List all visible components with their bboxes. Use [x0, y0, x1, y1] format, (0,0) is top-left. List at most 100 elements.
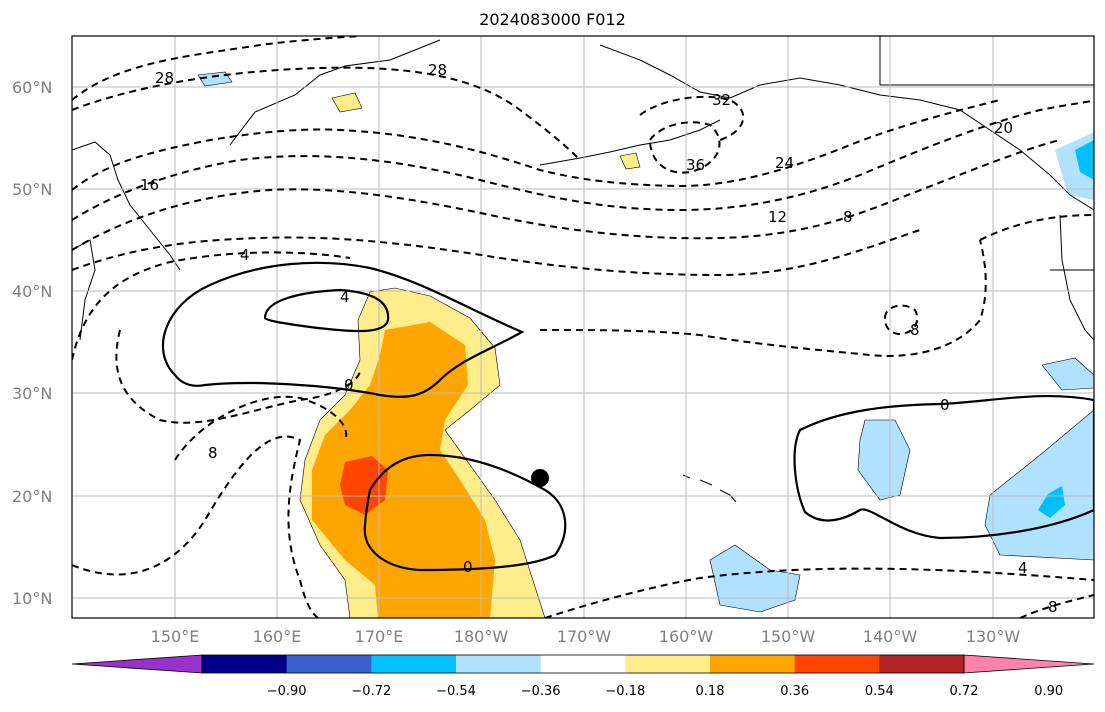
contour-zero-east: [793, 394, 1094, 540]
colorbar-label: 0.36: [780, 684, 809, 699]
contour-4-south: [544, 567, 1094, 618]
contour-label: 8: [1048, 598, 1058, 616]
colorbar-swatch: [286, 655, 372, 673]
contour-zero-central: [363, 453, 567, 572]
contour-28a: [72, 36, 361, 101]
shade-blue-ne: [1075, 140, 1094, 180]
lat-tick: 40°N: [12, 282, 52, 301]
contour-label: 0: [463, 558, 473, 576]
lat-tick: 20°N: [12, 487, 52, 506]
contour-36: [648, 121, 721, 174]
lon-tick: 160°E: [253, 627, 302, 646]
lon-tick: 170°E: [355, 627, 404, 646]
latitude-labels: 60°N 50°N 40°N 30°N 20°N 10°N: [12, 78, 52, 608]
contour-label: 8: [843, 208, 853, 226]
contour-8-small: [883, 304, 919, 336]
colorbar-label: 0.54: [865, 684, 894, 699]
colorbar-label: 0.18: [696, 684, 725, 699]
shade-blue-east: [1038, 486, 1065, 518]
lat-tick: 30°N: [12, 384, 52, 403]
lon-tick: 160°W: [659, 627, 714, 646]
contour-16: [72, 99, 1001, 191]
lon-tick: 180°W: [454, 627, 509, 646]
colorbar-swatch: [540, 655, 626, 673]
contour-4-north: [263, 288, 390, 333]
contour-label: 8: [208, 444, 218, 462]
contour-4-west: [115, 329, 361, 424]
map-frame: [71, 35, 1095, 619]
station-marker: [531, 469, 549, 487]
contour-label: 4: [340, 288, 350, 306]
shade-orange-central: [312, 322, 495, 618]
contour-label: 8: [910, 321, 920, 339]
graticule: [72, 36, 1094, 618]
contour-label: 16: [140, 176, 159, 194]
solid-contours: [161, 261, 1094, 572]
contour-8a: [72, 139, 1061, 251]
coast-aleutians: [539, 119, 721, 166]
contour-label: 36: [686, 156, 705, 174]
lon-tick: 150°E: [151, 627, 200, 646]
colorbar: −0.90 −0.72 −0.54 −0.36 −0.18 0.18 0.36 0.54 0.7…: [71, 654, 1095, 699]
contour-label: 32: [712, 91, 731, 109]
lat-tick: 10°N: [12, 589, 52, 608]
contour-8-west-inner: [174, 395, 348, 461]
contour-labels: 28 28 16 4 4 0 0 0 8 32 36 24 12 8 20 8 …: [140, 61, 1058, 616]
contour-label: 28: [428, 61, 447, 79]
coast-siberia: [229, 39, 441, 146]
shade-yellow-north-2: [619, 152, 641, 170]
colorbar-label: −0.36: [521, 684, 561, 699]
contour-4a: [72, 229, 921, 277]
lon-tick: 130°W: [966, 627, 1021, 646]
contour-zero-north: [161, 261, 525, 398]
contour-8-west: [72, 435, 319, 618]
contour-label: 0: [940, 396, 950, 414]
coast-na-west: [1059, 214, 1094, 341]
shade-lightblue-north: [197, 71, 233, 87]
negative-anomaly-field: [197, 71, 1094, 613]
contour-label: 4: [240, 246, 250, 264]
contour-label: 28: [155, 69, 174, 87]
coast-alaska: [599, 44, 1094, 211]
map-background: [72, 36, 1094, 618]
longitude-labels: 150°E 160°E 170°E 180°W 170°W 160°W 150°…: [151, 627, 1021, 646]
contour-8-east: [539, 214, 1094, 357]
shade-yellow-north-1: [331, 92, 363, 113]
colorbar-extend-high: [963, 654, 1095, 674]
colorbar-border: [201, 654, 965, 674]
contour-12: [72, 99, 1094, 221]
shade-red-central: [340, 456, 388, 515]
colorbar-label: −0.18: [605, 684, 645, 699]
colorbar-swatch: [456, 655, 542, 673]
chart-title: 2024083000 F012: [479, 10, 626, 29]
colorbar-label: −0.54: [436, 684, 476, 699]
dashed-contours: [72, 36, 1094, 618]
contour-label: 4: [1018, 559, 1028, 577]
shade-lightblue-south: [709, 544, 801, 613]
shade-lightblue-east-2: [984, 409, 1094, 561]
colorbar-swatch: [202, 655, 288, 673]
lon-tick: 170°W: [557, 627, 612, 646]
contour-label: 24: [775, 154, 794, 172]
colorbar-swatch: [625, 655, 711, 673]
contour-label: 12: [768, 208, 787, 226]
colorbar-label: 0.90: [1034, 684, 1063, 699]
colorbar-swatch: [794, 655, 880, 673]
positive-anomaly-field: [299, 92, 641, 618]
border-canada: [879, 36, 1094, 271]
contour-28b: [72, 66, 581, 161]
colorbar-extend-low: [71, 654, 203, 674]
contour-outer-west: [72, 251, 351, 361]
colorbar-swatch: [879, 655, 965, 673]
lon-tick: 150°W: [761, 627, 816, 646]
contour-label: 20: [994, 119, 1013, 137]
colorbar-label: −0.90: [267, 684, 307, 699]
lat-tick: 50°N: [12, 180, 52, 199]
contour-label: 0: [344, 376, 354, 394]
lat-tick: 60°N: [12, 78, 52, 97]
colorbar-swatch: [371, 655, 457, 673]
lon-tick: 140°W: [863, 627, 918, 646]
colorbar-label: 0.72: [950, 684, 979, 699]
colorbar-swatch: [710, 655, 796, 673]
